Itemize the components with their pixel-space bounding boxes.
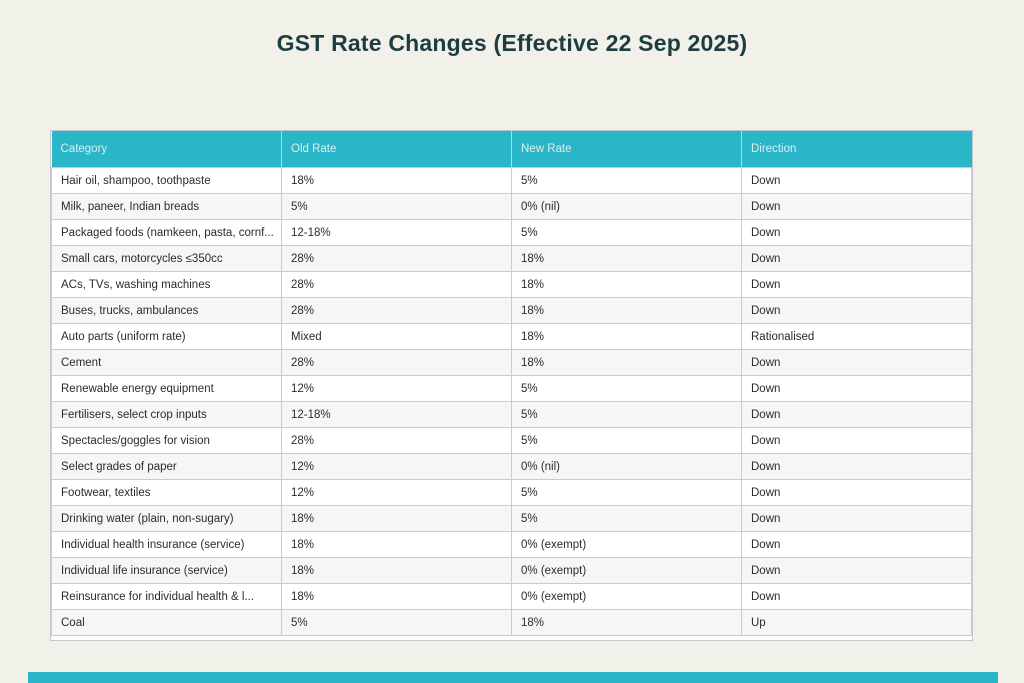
cell-new-rate: 0% (exempt) xyxy=(511,557,742,584)
cell-new-rate: 18% xyxy=(511,297,742,324)
cell-old-rate: Mixed xyxy=(281,323,512,350)
table-row: Coal 5% 18% Up xyxy=(51,609,972,636)
cell-direction: Down xyxy=(741,531,972,558)
table-row: Buses, trucks, ambulances 28% 18% Down xyxy=(51,297,972,324)
cell-new-rate: 5% xyxy=(511,167,742,194)
cell-direction: Up xyxy=(741,609,972,636)
cell-category: Buses, trucks, ambulances xyxy=(51,297,282,324)
table-row: Individual life insurance (service) 18% 0%… xyxy=(51,557,972,584)
column-header-direction: Direction xyxy=(741,131,972,168)
table-row: Hair oil, shampoo, toothpaste 18% 5% Down xyxy=(51,167,972,194)
cell-category: Renewable energy equipment xyxy=(51,375,282,402)
cell-new-rate: 5% xyxy=(511,479,742,506)
cell-direction: Down xyxy=(741,375,972,402)
table-row: Individual health insurance (service) 18%… xyxy=(51,531,972,558)
cell-new-rate: 5% xyxy=(511,505,742,532)
cell-category: Footwear, textiles xyxy=(51,479,282,506)
bottom-bar xyxy=(28,672,998,683)
cell-new-rate: 0% (nil) xyxy=(511,453,742,480)
cell-category: Drinking water (plain, non-sugary) xyxy=(51,505,282,532)
cell-category: ACs, TVs, washing machines xyxy=(51,271,282,298)
cell-old-rate: 28% xyxy=(281,297,512,324)
cell-category: Hair oil, shampoo, toothpaste xyxy=(51,167,282,194)
table-row: Select grades of paper 12% 0% (nil) Down xyxy=(51,453,972,480)
table-header-row: Category Old Rate New Rate Direction xyxy=(51,131,972,168)
cell-category: Individual health insurance (service) xyxy=(51,531,282,558)
table-row: Footwear, textiles 12% 5% Down xyxy=(51,479,972,506)
table-row: Packaged foods (namkeen, pasta, cornf...… xyxy=(51,219,972,246)
cell-direction: Down xyxy=(741,401,972,428)
cell-new-rate: 5% xyxy=(511,219,742,246)
cell-direction: Down xyxy=(741,505,972,532)
cell-old-rate: 28% xyxy=(281,427,512,454)
cell-category: Individual life insurance (service) xyxy=(51,557,282,584)
table-row: Auto parts (uniform rate) Mixed 18% Rationa… xyxy=(51,323,972,350)
cell-category: Fertilisers, select crop inputs xyxy=(51,401,282,428)
cell-new-rate: 0% (nil) xyxy=(511,193,742,220)
cell-new-rate: 18% xyxy=(511,349,742,376)
cell-direction: Rationalised xyxy=(741,323,972,350)
column-header-old-rate: Old Rate xyxy=(281,131,512,168)
column-header-new-rate: New Rate xyxy=(511,131,742,168)
cell-direction: Down xyxy=(741,245,972,272)
page-title: GST Rate Changes (Effective 22 Sep 2025) xyxy=(276,30,748,56)
table-body: Hair oil, shampoo, toothpaste 18% 5% Down Mi… xyxy=(51,167,972,636)
cell-new-rate: 5% xyxy=(511,401,742,428)
cell-category: Milk, paneer, Indian breads xyxy=(51,193,282,220)
cell-old-rate: 18% xyxy=(281,557,512,584)
cell-old-rate: 18% xyxy=(281,167,512,194)
table-row: Renewable energy equipment 12% 5% Down xyxy=(51,375,972,402)
cell-old-rate: 28% xyxy=(281,349,512,376)
cell-old-rate: 18% xyxy=(281,505,512,532)
cell-direction: Down xyxy=(741,427,972,454)
cell-old-rate: 18% xyxy=(281,583,512,610)
cell-category: Small cars, motorcycles ≤350cc xyxy=(51,245,282,272)
cell-new-rate: 18% xyxy=(511,245,742,272)
cell-category: Cement xyxy=(51,349,282,376)
column-header-category: Category xyxy=(51,131,282,168)
cell-category: Coal xyxy=(51,609,282,636)
gst-rate-table: Category Old Rate New Rate Direction Hai… xyxy=(50,130,973,641)
cell-direction: Down xyxy=(741,219,972,246)
cell-direction: Down xyxy=(741,453,972,480)
cell-direction: Down xyxy=(741,479,972,506)
cell-old-rate: 28% xyxy=(281,245,512,272)
cell-direction: Down xyxy=(741,557,972,584)
cell-new-rate: 18% xyxy=(511,609,742,636)
cell-new-rate: 18% xyxy=(511,271,742,298)
cell-old-rate: 5% xyxy=(281,609,512,636)
cell-category: Select grades of paper xyxy=(51,453,282,480)
cell-direction: Down xyxy=(741,583,972,610)
cell-old-rate: 12% xyxy=(281,375,512,402)
cell-category: Reinsurance for individual health & l... xyxy=(51,583,282,610)
table-row: Spectacles/goggles for vision 28% 5% Down xyxy=(51,427,972,454)
cell-new-rate: 18% xyxy=(511,323,742,350)
cell-old-rate: 12% xyxy=(281,453,512,480)
cell-old-rate: 18% xyxy=(281,531,512,558)
table-row: ACs, TVs, washing machines 28% 18% Down xyxy=(51,271,972,298)
cell-category: Auto parts (uniform rate) xyxy=(51,323,282,350)
cell-new-rate: 5% xyxy=(511,375,742,402)
table-row: Reinsurance for individual health & l...… xyxy=(51,583,972,610)
table-row: Small cars, motorcycles ≤350cc 28% 18% Down xyxy=(51,245,972,272)
cell-direction: Down xyxy=(741,297,972,324)
table-row: Cement 28% 18% Down xyxy=(51,349,972,376)
cell-new-rate: 0% (exempt) xyxy=(511,531,742,558)
table-row: Milk, paneer, Indian breads 5% 0% (nil) Dow… xyxy=(51,193,972,220)
cell-direction: Down xyxy=(741,193,972,220)
cell-old-rate: 28% xyxy=(281,271,512,298)
table-row: Drinking water (plain, non-sugary) 18% 5% D… xyxy=(51,505,972,532)
cell-direction: Down xyxy=(741,167,972,194)
cell-direction: Down xyxy=(741,271,972,298)
cell-old-rate: 12-18% xyxy=(281,219,512,246)
cell-category: Packaged foods (namkeen, pasta, cornf... xyxy=(51,219,282,246)
cell-old-rate: 12% xyxy=(281,479,512,506)
cell-old-rate: 5% xyxy=(281,193,512,220)
cell-direction: Down xyxy=(741,349,972,376)
cell-new-rate: 5% xyxy=(511,427,742,454)
table-row: Fertilisers, select crop inputs 12-18% 5% D… xyxy=(51,401,972,428)
cell-new-rate: 0% (exempt) xyxy=(511,583,742,610)
cell-old-rate: 12-18% xyxy=(281,401,512,428)
cell-category: Spectacles/goggles for vision xyxy=(51,427,282,454)
